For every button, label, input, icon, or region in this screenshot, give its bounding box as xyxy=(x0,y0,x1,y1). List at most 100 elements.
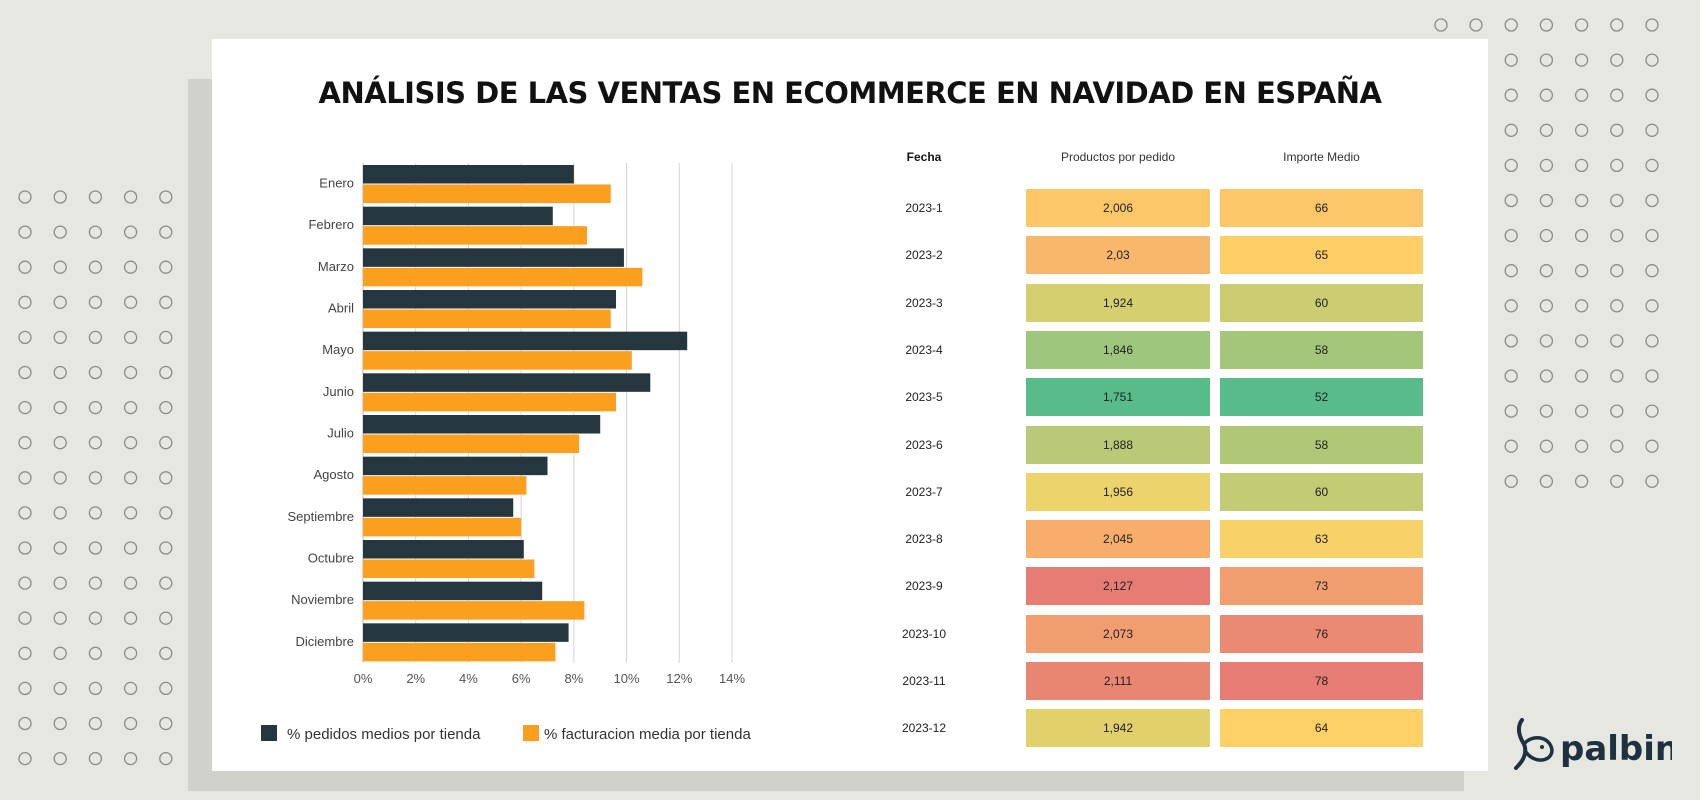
dot xyxy=(1539,193,1554,208)
table-cell-productos: 2,111 xyxy=(1026,662,1210,700)
dot xyxy=(88,400,103,415)
dot xyxy=(1610,264,1624,278)
table-cell-importe: 65 xyxy=(1220,236,1423,275)
bar-facturacion xyxy=(363,517,522,537)
x-tick-label: 2% xyxy=(406,671,425,686)
dot xyxy=(159,471,173,485)
dot xyxy=(88,225,103,239)
dot xyxy=(88,190,103,204)
dot xyxy=(159,365,173,380)
table-cell-fecha: 2023-4 xyxy=(905,342,943,357)
dot xyxy=(1610,299,1624,313)
dot xyxy=(159,751,173,766)
dot xyxy=(88,611,103,625)
table-cell-importe: 60 xyxy=(1220,472,1423,511)
dot xyxy=(18,611,32,625)
dot xyxy=(123,190,138,204)
dot xyxy=(88,716,103,731)
dot xyxy=(1574,53,1589,67)
dot xyxy=(18,365,32,380)
dot xyxy=(1504,264,1518,278)
dot xyxy=(1574,264,1589,278)
table-cell-fecha: 2023-9 xyxy=(905,579,943,594)
dot xyxy=(53,190,67,204)
dot xyxy=(53,646,67,660)
bar-facturacion xyxy=(363,226,588,245)
dot xyxy=(159,400,173,415)
dot xyxy=(159,506,173,520)
dot xyxy=(53,471,67,485)
dot xyxy=(1574,439,1589,453)
dot xyxy=(88,295,103,309)
page-title: ANÁLISIS DE LAS VENTAS EN ECOMMERCE EN N… xyxy=(318,76,1382,110)
dot xyxy=(1645,228,1659,243)
dot xyxy=(18,260,32,274)
dot xyxy=(1645,193,1659,208)
dot xyxy=(123,751,138,766)
x-tick-label: 12% xyxy=(666,671,692,686)
dot xyxy=(1610,228,1624,243)
x-tick-label: 10% xyxy=(614,671,640,686)
dot xyxy=(123,295,138,309)
bar-facturacion xyxy=(363,267,643,287)
table-cell-fecha: 2023-12 xyxy=(901,721,947,736)
y-category-label: Marzo xyxy=(318,259,354,274)
dot xyxy=(1574,193,1589,208)
dot xyxy=(159,716,173,731)
dot xyxy=(1610,404,1624,418)
table-cell-productos: 1,751 xyxy=(1026,378,1210,417)
dot xyxy=(1539,404,1554,418)
dot xyxy=(1574,158,1589,173)
dot xyxy=(159,576,173,590)
dot xyxy=(1610,334,1624,348)
y-category-label: Septiembre xyxy=(288,509,354,524)
dot xyxy=(88,365,103,380)
table-cell-importe: 58 xyxy=(1220,330,1423,369)
y-category-label: Octubre xyxy=(308,551,354,566)
dot xyxy=(1504,53,1518,67)
table-header-productos: Productos por pedido xyxy=(1060,150,1176,164)
dot xyxy=(1610,53,1624,67)
y-category-label: Diciembre xyxy=(295,634,354,649)
bar-pedidos xyxy=(363,456,548,476)
dot xyxy=(123,471,138,485)
dot xyxy=(1504,123,1518,137)
legend-swatch xyxy=(261,725,277,741)
table-cell-productos: 1,888 xyxy=(1026,425,1210,464)
dot xyxy=(18,400,32,415)
dot xyxy=(1469,18,1483,32)
dot xyxy=(53,400,67,415)
dot xyxy=(18,716,32,731)
table-cell-fecha: 2023-5 xyxy=(905,390,943,405)
legend-swatch xyxy=(523,725,539,741)
dot xyxy=(18,681,32,696)
table-cell-fecha: 2023-8 xyxy=(905,532,943,547)
dot xyxy=(1504,369,1518,383)
dot xyxy=(18,295,32,309)
dot xyxy=(1610,474,1624,488)
dot xyxy=(123,506,138,520)
dot xyxy=(18,471,32,485)
dot xyxy=(53,751,67,766)
dot xyxy=(18,436,32,450)
dot xyxy=(123,646,138,660)
dot xyxy=(159,330,173,345)
dot xyxy=(53,611,67,625)
dot xyxy=(123,260,138,274)
dot xyxy=(53,716,67,731)
table-header-importe: Importe Medio xyxy=(1283,150,1360,164)
dot xyxy=(18,190,32,204)
bar-pedidos xyxy=(363,290,617,309)
table-cell-importe: 64 xyxy=(1220,709,1423,748)
dot xyxy=(1504,334,1518,348)
table-cell-importe: 78 xyxy=(1220,662,1423,700)
table-cell-fecha: 2023-3 xyxy=(905,295,943,310)
dot xyxy=(53,681,67,696)
dot xyxy=(1645,474,1659,488)
dot xyxy=(159,225,173,239)
dot xyxy=(123,541,138,555)
dot xyxy=(123,400,138,415)
dot xyxy=(53,436,67,450)
dot xyxy=(1504,474,1518,488)
